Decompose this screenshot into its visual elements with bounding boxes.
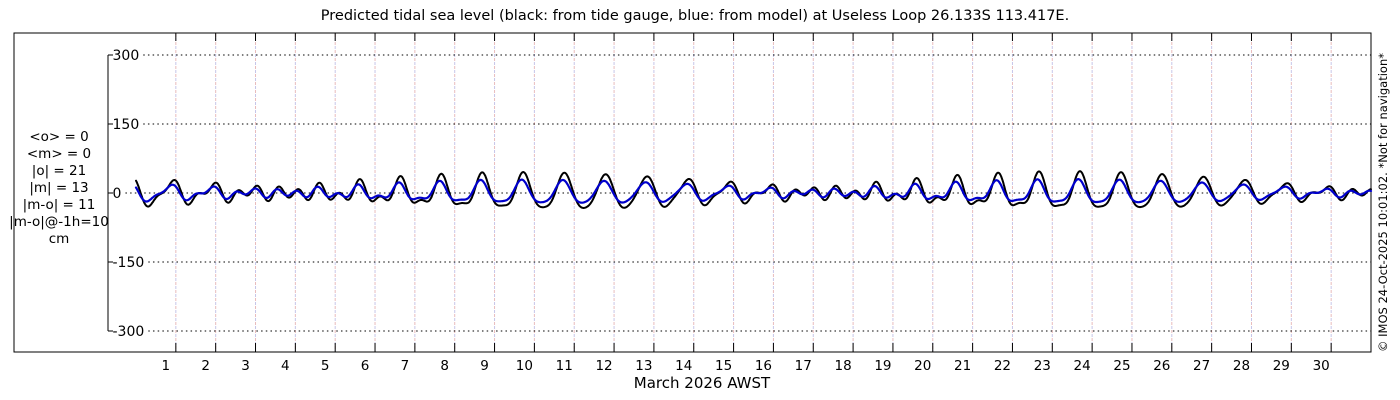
x-tick-label: 24 <box>1074 358 1091 374</box>
copyright-watermark: © IMOS 24-Oct-2025 10:01:02. *Not for na… <box>1376 53 1390 352</box>
x-tick-label: 5 <box>321 358 330 374</box>
plot-frame <box>13 32 1372 353</box>
x-tick-label: 28 <box>1233 358 1250 374</box>
x-tick-label: 3 <box>241 358 250 374</box>
x-tick-label: 18 <box>835 358 852 374</box>
x-tick-label: 4 <box>281 358 290 374</box>
stats-line: <m> = 0 <box>26 146 92 162</box>
x-tick-label: 30 <box>1313 358 1330 374</box>
y-tick-label: 150 <box>113 117 140 133</box>
x-tick-label: 2 <box>201 358 210 374</box>
x-tick-label: 1 <box>162 358 171 374</box>
x-tick-label: 23 <box>1034 358 1051 374</box>
x-tick-label: 20 <box>914 358 931 374</box>
x-tick-label: 27 <box>1193 358 1210 374</box>
x-tick-label: 22 <box>994 358 1011 374</box>
stats-line: |m-o|@-1h=10 <box>9 214 109 230</box>
x-tick-label: 16 <box>755 358 772 374</box>
y-tick-label: -300 <box>113 324 145 340</box>
series-model <box>134 178 1373 204</box>
stats-line: <o> = 0 <box>29 129 89 145</box>
x-tick-label: 9 <box>480 358 489 374</box>
x-tick-label: 12 <box>595 358 612 374</box>
x-tick-label: 7 <box>401 358 410 374</box>
stats-panel: <o> = 0 <m> = 0 |o| = 21 |m| = 13 |m-o| = 11… <box>6 129 112 248</box>
x-tick-label: 26 <box>1153 358 1170 374</box>
x-tick-label: 15 <box>715 358 732 374</box>
y-tick-label: -150 <box>113 255 145 271</box>
x-tick-label: 14 <box>675 358 692 374</box>
x-tick-label: 6 <box>361 358 370 374</box>
x-tick-label: 25 <box>1113 358 1130 374</box>
x-axis-title: March 2026 AWST <box>633 374 771 392</box>
chart-title: Predicted tidal sea level (black: from t… <box>320 8 1070 24</box>
stats-line: |o| = 21 <box>31 163 87 179</box>
x-tick-label: 19 <box>874 358 891 374</box>
x-tick-label: 13 <box>635 358 652 374</box>
y-tick-label: 0 <box>113 186 122 202</box>
y-tick-label: 300 <box>113 48 140 64</box>
x-tick-label: 17 <box>795 358 812 374</box>
stats-line: cm <box>48 231 70 247</box>
stats-line: |m| = 13 <box>29 180 89 196</box>
x-tick-label: 21 <box>954 358 971 374</box>
x-tick-label: 11 <box>556 358 573 374</box>
x-tick-label: 29 <box>1273 358 1290 374</box>
stats-line: |m-o| = 11 <box>22 197 96 213</box>
x-tick-label: 8 <box>440 358 449 374</box>
x-tick-label: 10 <box>516 358 533 374</box>
